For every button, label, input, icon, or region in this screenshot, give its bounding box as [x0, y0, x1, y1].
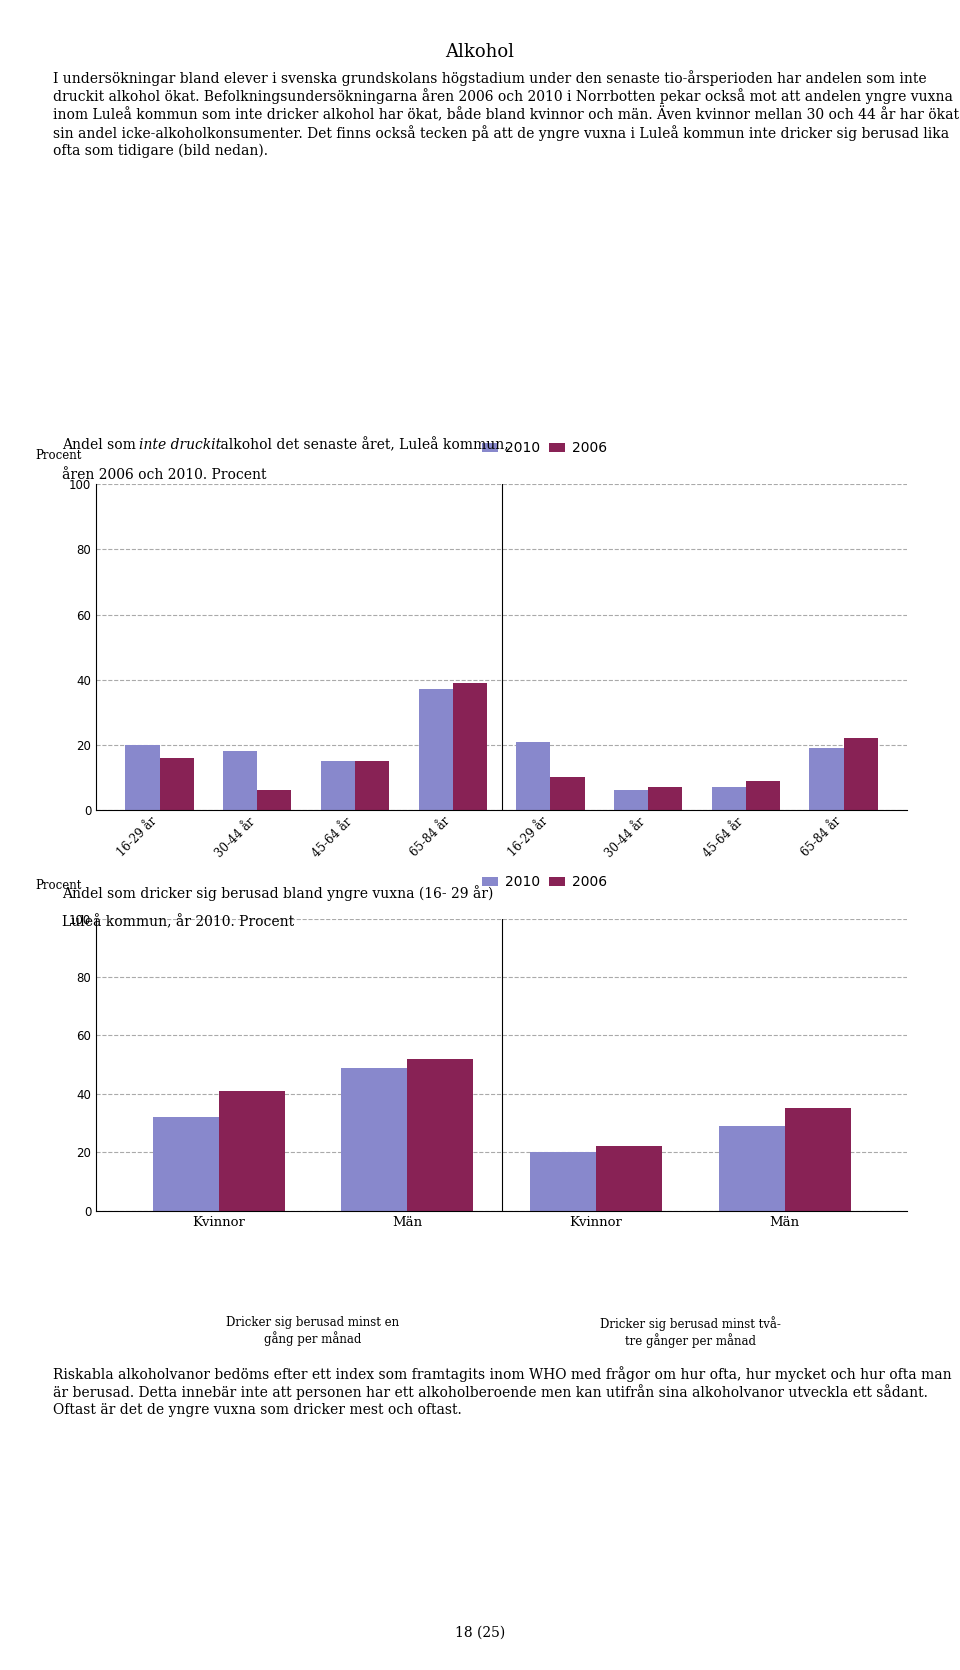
Bar — [550, 778, 585, 810]
Bar — [219, 1091, 285, 1211]
Bar — [648, 787, 683, 810]
Bar — [746, 780, 780, 810]
Bar — [809, 748, 844, 810]
Text: Procent: Procent — [36, 878, 82, 892]
Text: Riskabla alkoholvanor bedöms efter ett index som framtagits inom WHO med frågor : Riskabla alkoholvanor bedöms efter ett i… — [53, 1366, 951, 1416]
Bar — [257, 790, 292, 810]
Text: Andel som: Andel som — [62, 438, 141, 451]
Bar — [530, 1152, 596, 1211]
Bar — [153, 1117, 219, 1211]
Bar — [341, 1067, 407, 1211]
Text: 18 (25): 18 (25) — [455, 1627, 505, 1640]
Text: Dricker sig berusad minst två-
tre gånger per månad: Dricker sig berusad minst två- tre gånge… — [600, 1316, 780, 1348]
Text: Män: Män — [682, 972, 713, 987]
Text: Andel som dricker sig berusad bland yngre vuxna (16- 29 år): Andel som dricker sig berusad bland yngr… — [62, 885, 493, 902]
Text: Procent: Procent — [36, 449, 82, 461]
Bar — [407, 1059, 473, 1211]
Bar — [355, 762, 389, 810]
Bar — [614, 790, 648, 810]
Text: Luleå kommun, år 2010. Procent: Luleå kommun, år 2010. Procent — [62, 915, 295, 930]
Bar — [718, 1126, 784, 1211]
Text: I undersökningar bland elever i svenska grundskolans högstadium under den senast: I undersökningar bland elever i svenska … — [53, 70, 959, 157]
Bar — [126, 745, 159, 810]
Bar — [784, 1109, 851, 1211]
Bar — [596, 1146, 662, 1211]
Bar — [844, 738, 877, 810]
Text: alkohol det senaste året, Luleå kommun,: alkohol det senaste året, Luleå kommun, — [216, 438, 509, 453]
Text: åren 2006 och 2010. Procent: åren 2006 och 2010. Procent — [62, 468, 267, 481]
Bar — [419, 690, 453, 810]
Bar — [711, 787, 746, 810]
Text: inte druckit: inte druckit — [139, 438, 222, 451]
Legend: 2010, 2006: 2010, 2006 — [476, 870, 613, 895]
Bar — [223, 752, 257, 810]
Legend: 2010, 2006: 2010, 2006 — [476, 436, 613, 461]
Bar — [453, 683, 487, 810]
Bar — [321, 762, 355, 810]
Bar — [159, 758, 194, 810]
Text: Alkohol: Alkohol — [445, 43, 515, 62]
Text: Dricker sig berusad minst en
gång per månad: Dricker sig berusad minst en gång per må… — [227, 1316, 399, 1346]
Bar — [516, 741, 550, 810]
Text: Kvinnor: Kvinnor — [278, 972, 334, 987]
